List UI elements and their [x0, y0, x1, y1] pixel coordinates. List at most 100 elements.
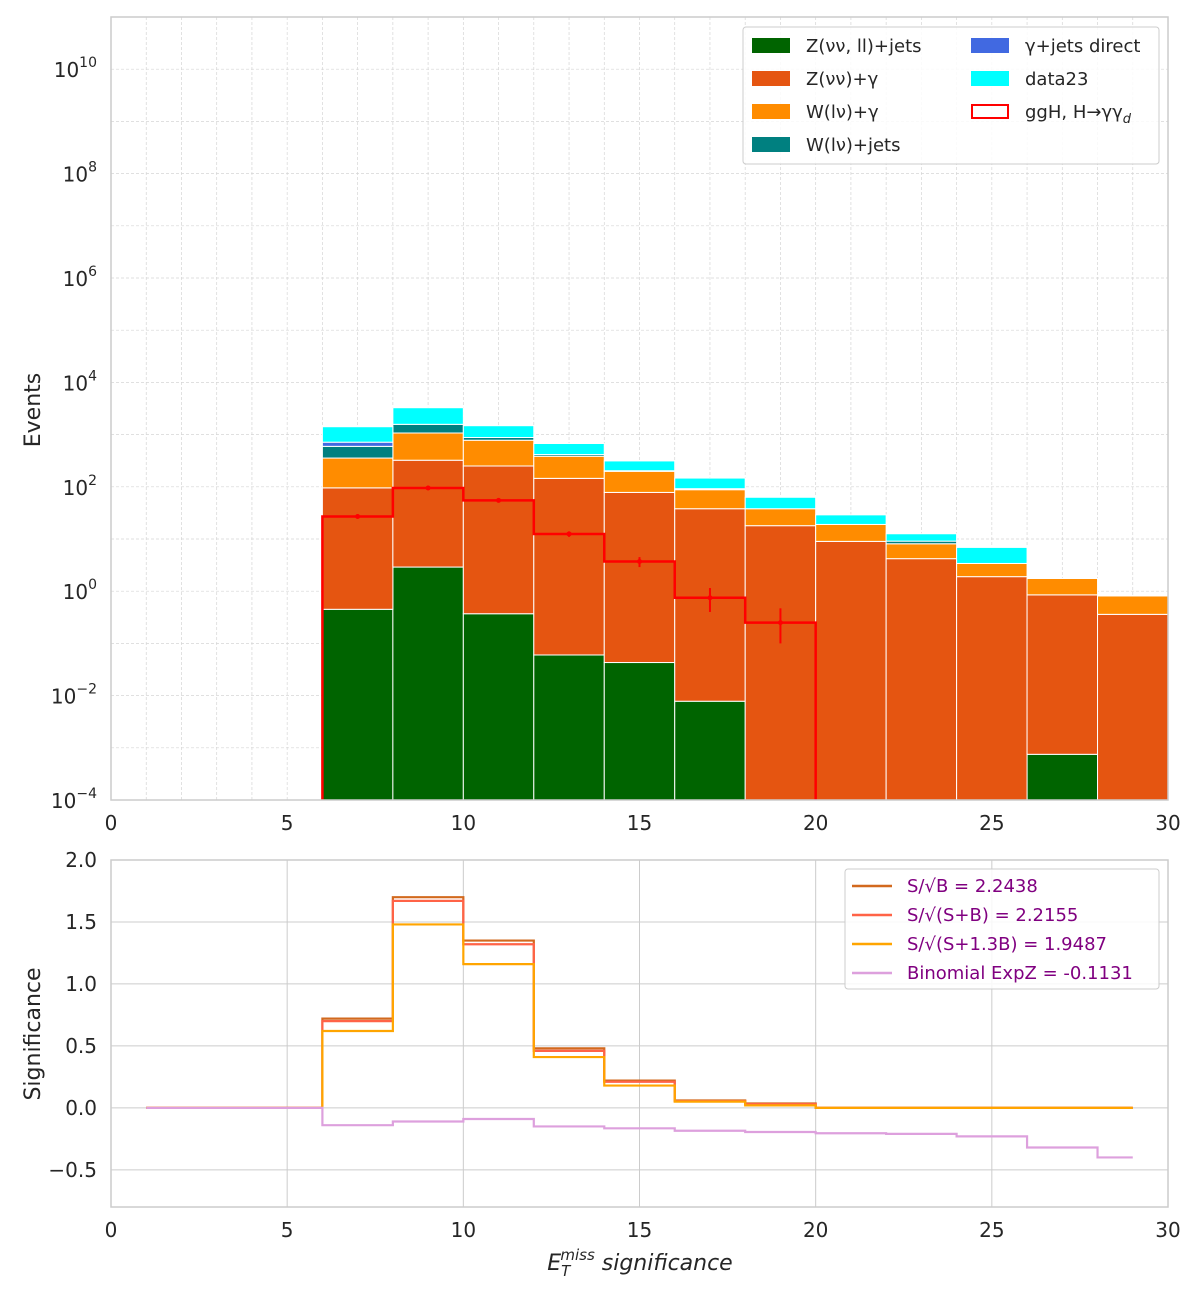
stack-bar: [533, 477, 605, 656]
stack-bar: [815, 514, 887, 525]
bottom-x-tick-label: 20: [803, 1218, 828, 1242]
bottom-y-tick-label: 0.0: [65, 1096, 97, 1120]
legend-swatch: [752, 71, 790, 86]
bottom-y-tick-label: 2.0: [65, 848, 97, 872]
top-y-axis-label: Events: [21, 373, 46, 448]
legend-label: data23: [1025, 69, 1088, 90]
legend-label: Z(νν, ll)+jets: [806, 36, 922, 57]
stack-bar: [392, 459, 464, 568]
stack-bar: [744, 508, 817, 527]
legend-label: γ+jets direct: [1025, 36, 1140, 57]
legend-swatch: [752, 38, 790, 53]
significance-line: [146, 1106, 1133, 1159]
bottom-y-tick-label: 0.5: [65, 1034, 97, 1058]
stack-bar: [956, 546, 1028, 564]
bottom-x-tick-label: 30: [1155, 1218, 1180, 1242]
stack-bar: [815, 523, 887, 542]
stack-bar: [392, 566, 464, 801]
bottom-y-axis-label: Significance: [21, 967, 46, 1100]
top-x-tick-label: 0: [105, 811, 118, 835]
stack-bar: [603, 491, 676, 664]
bottom-legend-label: S/√B = 2.2438: [907, 876, 1038, 897]
stack-bar: [603, 460, 676, 472]
legend-label: W(lν)+jets: [806, 135, 901, 156]
bottom-x-tick-label: 5: [281, 1218, 294, 1242]
bottom-y-tick-label: 1.5: [65, 910, 97, 934]
top-x-tick-label: 25: [979, 811, 1004, 835]
stack-bar: [603, 662, 676, 801]
stack-bar: [462, 439, 535, 467]
stack-bar: [321, 441, 394, 447]
bottom-panel: 0 5 10 15 20 25 30 −0.5 0.0 0.5 1.0 1.5 2.0 Signifi…: [21, 848, 1181, 1280]
top-y-tick-label: 1010: [54, 55, 97, 82]
stack-bar: [321, 445, 394, 459]
top-y-tick-labels: 10−4 10−2 100 102 104 106 108 1010: [51, 55, 97, 813]
top-x-tick-label: 30: [1155, 811, 1180, 835]
stack-bar: [885, 558, 958, 801]
top-legend-frame: [742, 26, 1160, 165]
significance-line: [146, 923, 1133, 1109]
stack-bar: [1026, 578, 1099, 596]
stack-bar: [674, 477, 746, 490]
stack-bar: [321, 457, 394, 489]
stack-bar: [533, 654, 605, 801]
stack-bar: [392, 423, 464, 434]
bottom-y-tick-label: −0.5: [48, 1158, 97, 1182]
stack-bar: [462, 425, 535, 438]
signal-point: [425, 485, 431, 491]
top-x-tick-label: 10: [451, 811, 476, 835]
stack-bar: [1026, 594, 1099, 755]
bottom-y-tick-labels: −0.5 0.0 0.5 1.0 1.5 2.0: [48, 848, 97, 1182]
stack-bar: [1097, 613, 1169, 801]
bottom-x-tick-label: 15: [627, 1218, 652, 1242]
x-label-rest: significance: [595, 1251, 733, 1276]
bottom-x-tick-labels: 0 5 10 15 20 25 30: [105, 1218, 1181, 1242]
stack-bar: [744, 525, 817, 801]
x-label-main: E: [547, 1251, 561, 1276]
top-x-tick-label: 20: [803, 811, 828, 835]
legend-swatch: [971, 38, 1009, 53]
stack-bar: [462, 465, 535, 615]
legend-swatch: [971, 104, 1009, 119]
signal-point: [355, 513, 361, 519]
legend-label: W(lν)+γ: [806, 102, 879, 123]
signal-point: [777, 620, 783, 626]
stack-bar: [533, 443, 605, 456]
bottom-legend-frame: [844, 868, 1160, 990]
legend-swatch: [752, 137, 790, 152]
stack-bar: [674, 700, 746, 801]
bottom-y-tick-label: 1.0: [65, 972, 97, 996]
stack-bar: [533, 455, 605, 479]
top-stacked-bars: [321, 407, 1169, 801]
legend-swatch: [971, 71, 1009, 86]
stack-bar: [392, 432, 464, 461]
top-y-tick-label: 106: [63, 264, 97, 291]
stack-bar: [1026, 753, 1099, 801]
top-legend: Z(νν, ll)+jets Z(νν)+γ W(lν)+γ W(lν)+jets γ+…: [742, 26, 1160, 165]
signal-point: [707, 595, 713, 601]
bottom-legend-label: Binomial ExpZ = -0.1131: [907, 963, 1133, 984]
legend-label: ggH, H→γγd: [1025, 102, 1132, 127]
top-y-tick-label: 10−4: [51, 786, 97, 813]
stack-bar: [321, 487, 394, 610]
stack-bar: [603, 470, 676, 493]
top-y-tick-label: 104: [63, 368, 97, 395]
stack-bar: [321, 608, 394, 801]
top-y-tick-label: 102: [63, 473, 97, 500]
stack-bar: [885, 543, 958, 560]
bottom-significance-lines: [146, 896, 1133, 1159]
bottom-x-tick-label: 10: [451, 1218, 476, 1242]
top-plot-frame: [110, 16, 1169, 801]
top-y-tick-label: 100: [63, 577, 97, 604]
x-label-sup: miss: [560, 1246, 595, 1264]
stack-bar: [1097, 595, 1169, 615]
top-x-tick-label: 5: [281, 811, 294, 835]
stack-bar: [321, 426, 394, 443]
legend-swatch: [752, 104, 790, 119]
x-label-sub: T: [561, 1262, 572, 1280]
top-y-tick-label: 10−2: [51, 682, 97, 709]
bottom-x-axis-label: ETmiss significance: [547, 1246, 732, 1280]
signal-point: [566, 531, 572, 537]
signal-point: [637, 559, 642, 565]
